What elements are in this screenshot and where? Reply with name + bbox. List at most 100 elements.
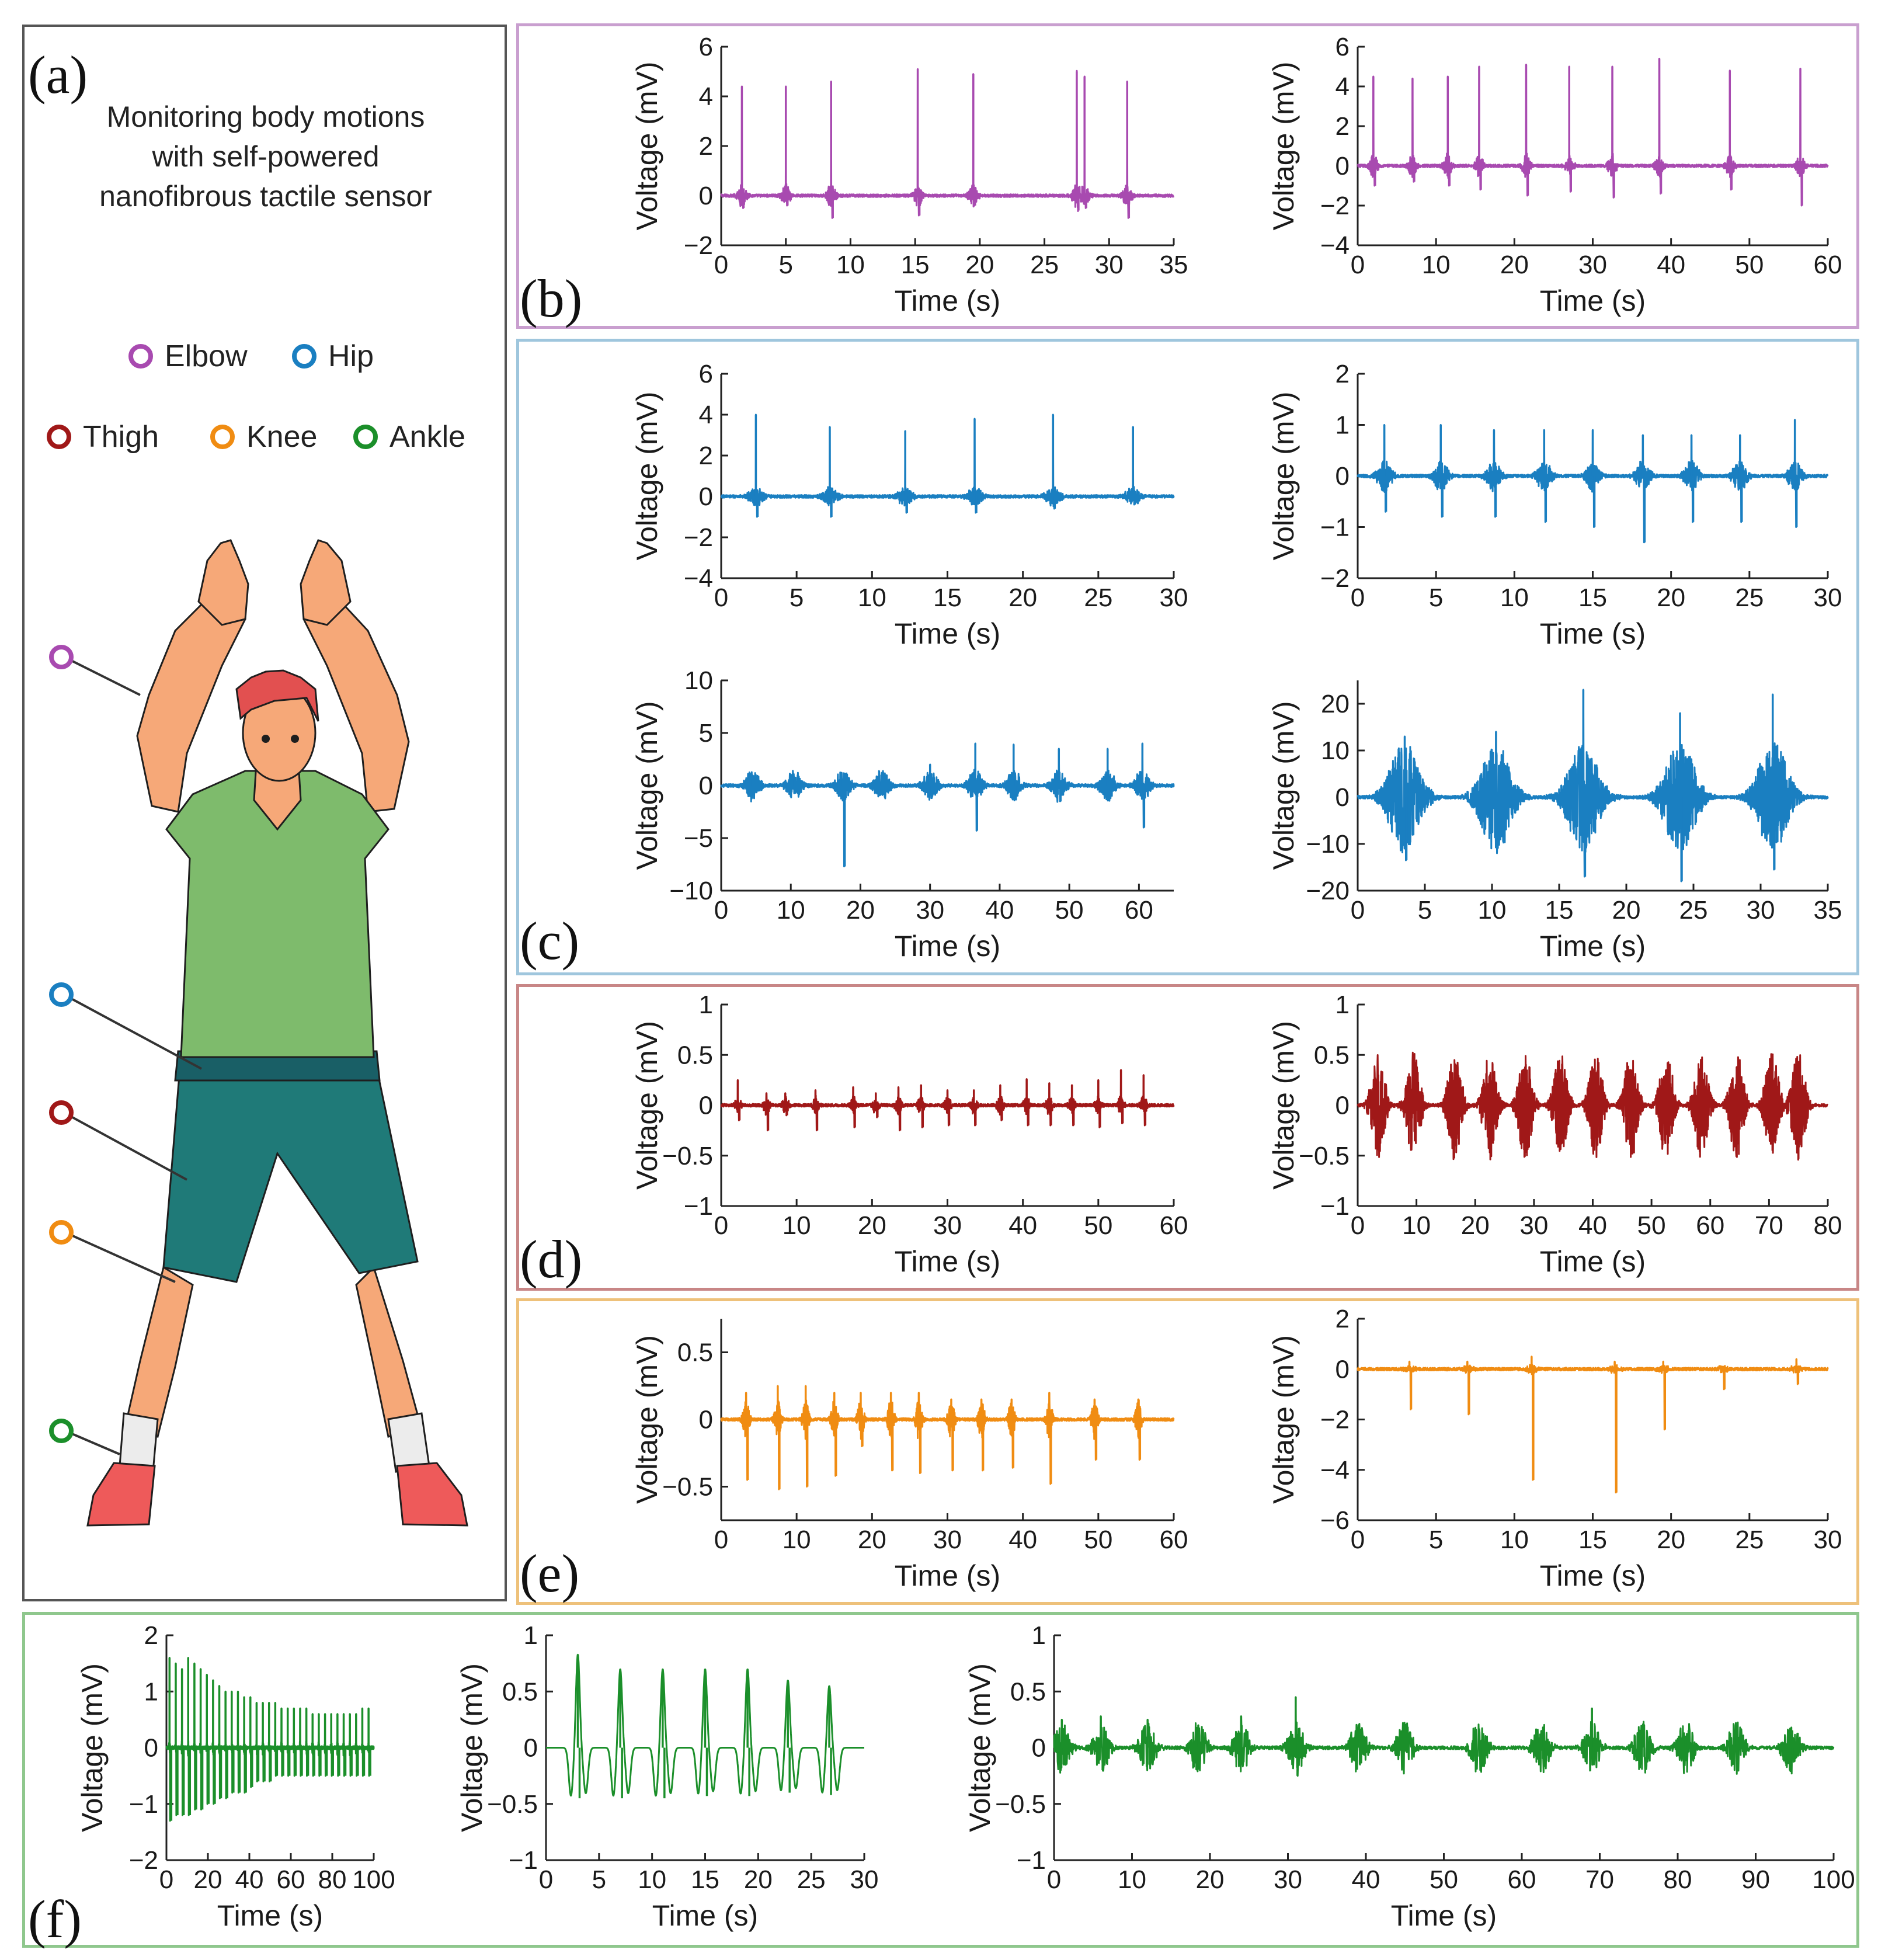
y-axis-label: Voltage (mV): [631, 391, 663, 560]
x-tick-label: 15: [901, 251, 930, 279]
y-tick-label: −5: [684, 824, 713, 853]
x-tick-label: 20: [1008, 583, 1037, 612]
y-tick-label: −0.5: [662, 1142, 713, 1170]
legend-label: Thigh: [83, 420, 159, 454]
x-tick-label: 0: [714, 896, 728, 925]
x-tick-label: 40: [235, 1865, 264, 1894]
right-arm: [302, 588, 410, 813]
x-tick-label: 100: [352, 1865, 395, 1894]
x-tick-label: 15: [1578, 1525, 1607, 1554]
y-tick-label: −4: [684, 564, 713, 593]
left-arm: [136, 588, 246, 813]
chart-thigh-2: 0 10 20 30 40 50 60 70 80 −1 −0.5 0 0.5 1 Time (s) Volt…: [1267, 991, 1842, 1278]
x-tick-label: 20: [965, 251, 994, 279]
x-tick-label: 10: [783, 1525, 811, 1554]
y-tick-label: 20: [1321, 690, 1350, 718]
y-tick-label: 0: [699, 482, 713, 511]
y-tick-label: −1: [1017, 1846, 1046, 1875]
x-tick-label: 20: [1500, 251, 1529, 279]
y-axis-label: Voltage (mV): [631, 1021, 663, 1190]
y-tick-label: 1: [1032, 1621, 1046, 1650]
x-tick-label: 40: [1008, 1525, 1037, 1554]
y-tick-label: 2: [144, 1621, 158, 1650]
y-tick-label: 0: [699, 182, 713, 210]
y-tick-label: 0: [1336, 1092, 1350, 1120]
panel-label-a: (a): [28, 45, 88, 105]
panel-label-e: (e): [520, 1544, 580, 1603]
chart-ankle-1: 0 20 40 60 80 100 −2 −1 0 1 2 Time (s) Voltage (mV): [76, 1621, 395, 1932]
series-line: [720, 413, 1175, 518]
x-tick-label: 30: [1814, 583, 1842, 612]
series-line: [1053, 1696, 1835, 1777]
x-axis-label: Time (s): [895, 1559, 1000, 1592]
x-tick-label: 20: [1657, 1525, 1685, 1554]
panel-e: [516, 1298, 1859, 1605]
ring-icon: [210, 425, 235, 449]
x-tick-label: 20: [1657, 583, 1685, 612]
x-tick-label: 0: [1351, 1525, 1365, 1554]
legend-label: Elbow: [165, 339, 248, 373]
x-tick-label: 90: [1741, 1865, 1770, 1894]
right-shoe: [396, 1462, 468, 1527]
y-tick-label: −2: [684, 231, 713, 260]
legend-elbow: Elbow: [128, 339, 248, 374]
x-tick-label: 80: [318, 1865, 347, 1894]
y-tick-label: 0.5: [1314, 1041, 1350, 1069]
y-tick-label: 1: [1336, 991, 1350, 1019]
y-tick-label: 1: [144, 1677, 158, 1706]
y-tick-label: −10: [1306, 830, 1350, 859]
y-tick-label: 2: [1336, 112, 1350, 141]
x-tick-label: 50: [1735, 251, 1764, 279]
x-tick-label: 30: [850, 1865, 879, 1894]
x-tick-label: 10: [1422, 251, 1451, 279]
y-tick-label: 1: [699, 991, 713, 1019]
x-tick-label: 30: [916, 896, 944, 925]
x-tick-label: 15: [691, 1865, 719, 1894]
y-tick-label: 0: [1336, 1355, 1350, 1384]
y-tick-label: 0: [1032, 1734, 1046, 1763]
left-leg: [124, 1266, 194, 1438]
y-tick-label: −1: [1320, 513, 1350, 542]
y-tick-label: −0.5: [1299, 1142, 1350, 1170]
x-tick-label: 60: [1814, 251, 1842, 279]
x-tick-label: 20: [846, 896, 875, 925]
y-tick-label: −0.5: [487, 1790, 538, 1819]
x-tick-label: 30: [1095, 251, 1124, 279]
x-tick-label: 0: [714, 251, 728, 279]
x-tick-label: 50: [1637, 1211, 1666, 1240]
x-tick-label: 0: [1351, 583, 1365, 612]
series-line: [1357, 57, 1829, 207]
x-tick-label: 30: [1274, 1865, 1302, 1894]
x-tick-label: 60: [1160, 1211, 1188, 1240]
y-axis-label: Voltage (mV): [631, 61, 663, 230]
ring-icon: [353, 425, 378, 449]
y-tick-label: −4: [1320, 231, 1350, 260]
legend-thigh: Thigh: [47, 419, 159, 454]
left-hand: [197, 539, 249, 626]
panel-b: [516, 23, 1859, 329]
left-shoe: [86, 1462, 156, 1527]
series-line: [1357, 1051, 1829, 1161]
panel-label-d: (d): [520, 1229, 583, 1289]
x-tick-label: 50: [1084, 1211, 1112, 1240]
x-tick-label: 0: [714, 583, 728, 612]
x-tick-label: 10: [1500, 583, 1529, 612]
x-tick-label: 5: [1429, 1525, 1443, 1554]
y-axis-label: Voltage (mV): [1267, 61, 1300, 230]
x-tick-label: 80: [1814, 1211, 1842, 1240]
legend-label: Hip: [328, 339, 374, 373]
x-axis-label: Time (s): [217, 1899, 323, 1932]
y-tick-label: 2: [699, 442, 713, 470]
x-tick-label: 25: [1030, 251, 1059, 279]
y-tick-label: −6: [1320, 1506, 1350, 1535]
x-tick-label: 10: [858, 583, 886, 612]
x-tick-label: 35: [1160, 251, 1188, 279]
y-tick-label: 0: [144, 1734, 158, 1763]
x-tick-label: 10: [1478, 896, 1507, 925]
legend-ankle: Ankle: [353, 419, 465, 454]
chart-hip-1: 0 5 10 15 20 25 30 −4 −2 0 2 4 6 Time (s) Voltage (mV): [631, 360, 1188, 650]
x-tick-label: 10: [783, 1211, 811, 1240]
x-tick-label: 25: [1735, 583, 1764, 612]
x-tick-label: 60: [277, 1865, 305, 1894]
